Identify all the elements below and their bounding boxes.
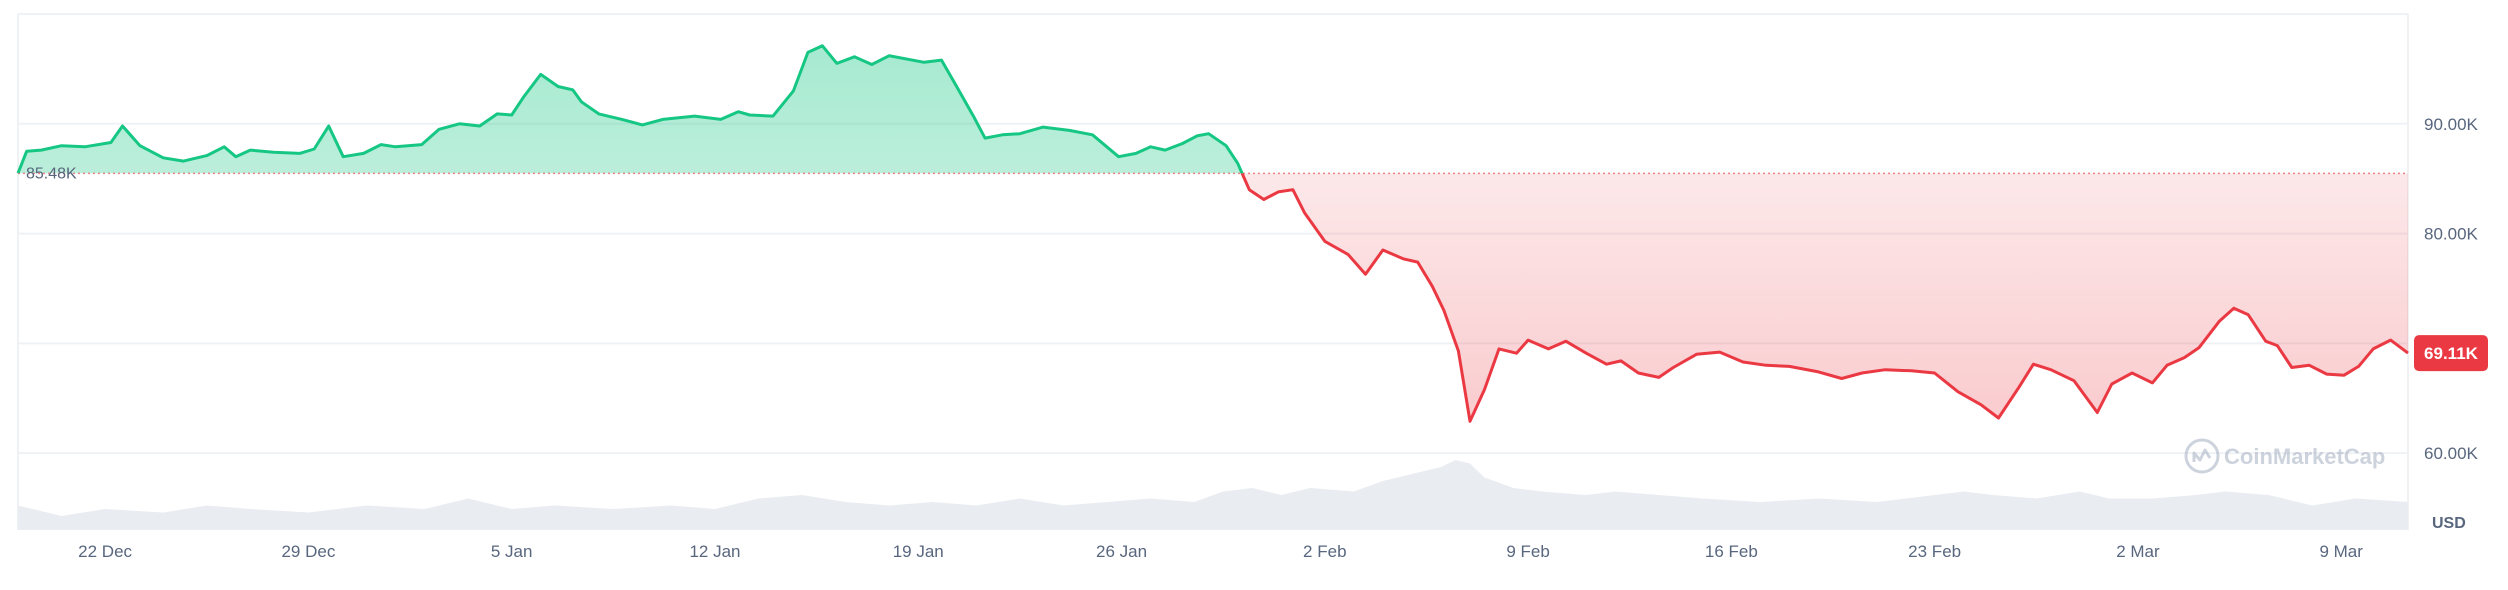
x-axis-ticks: 22 Dec 29 Dec 5 Jan 12 Jan 19 Jan 26 Jan 2 Feb…: [78, 542, 2363, 561]
y-axis-ticks: 90.00K 80.00K 60.00K: [2424, 115, 2479, 463]
x-tick-label: 2 Feb: [1303, 542, 1346, 561]
volume-area: [18, 460, 2408, 530]
baseline-label: 85.48K: [26, 165, 77, 182]
y-tick-label: 80.00K: [2424, 225, 2479, 244]
last-price-badge: 69.11K: [2414, 335, 2488, 372]
x-tick-label: 2 Mar: [2116, 542, 2160, 561]
x-tick-label: 29 Dec: [281, 542, 335, 561]
watermark-text: CoinMarketCap: [2224, 444, 2385, 469]
x-tick-label: 19 Jan: [893, 542, 944, 561]
x-tick-label: 22 Dec: [78, 542, 132, 561]
y-tick-label: 90.00K: [2424, 115, 2479, 134]
x-tick-label: 9 Mar: [2319, 542, 2363, 561]
last-price-badge-bg: [2414, 335, 2488, 372]
coinmarketcap-logo-icon: [2184, 438, 2220, 474]
price-line-below-baseline: [18, 173, 2409, 423]
price-area-above-baseline: [18, 45, 2408, 174]
x-tick-label: 12 Jan: [689, 542, 740, 561]
x-tick-label: 23 Feb: [1908, 542, 1961, 561]
price-area-below-baseline: [1242, 173, 2408, 422]
price-line-above-baseline: [16, 44, 1244, 174]
x-tick-label: 9 Feb: [1506, 542, 1549, 561]
y-tick-label: 60.00K: [2424, 444, 2479, 463]
x-tick-label: 5 Jan: [491, 542, 533, 561]
last-price-label: 69.11K: [2424, 344, 2479, 363]
x-tick-label: 16 Feb: [1705, 542, 1758, 561]
watermark: CoinMarketCap: [2184, 438, 2385, 474]
x-tick-label: 26 Jan: [1096, 542, 1147, 561]
y-axis-unit: USD: [2432, 515, 2466, 532]
